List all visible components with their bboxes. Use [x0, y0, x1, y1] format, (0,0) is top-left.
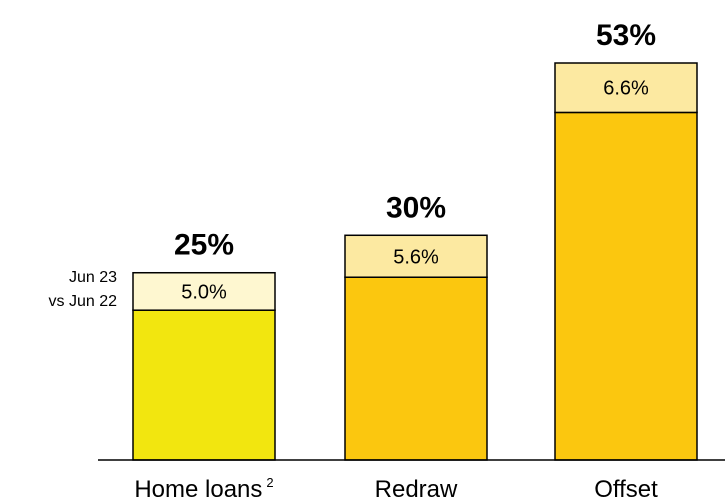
bar-increment-1 [344, 234, 488, 278]
category-label-0: Home loans 2 [134, 475, 273, 502]
category-label-1: Redraw [375, 476, 458, 502]
bar-base-1 [344, 276, 488, 461]
increment-label-1: 5.6% [393, 246, 439, 268]
annotation-line-2: vs Jun 22 [49, 293, 118, 310]
bar-base-0 [132, 309, 276, 461]
labels-group: 5.0% 25% Home loans 2 5.6% 30% Redraw 6.6% 53% Of… [134, 19, 658, 502]
annotation-line-1: Jun 23 [69, 269, 117, 286]
increment-label-2: 6.6% [603, 78, 649, 100]
category-footnote-0: 2 [266, 475, 273, 490]
total-label-1: 30% [386, 191, 446, 224]
total-label-0: 25% [174, 229, 234, 262]
total-label-2: 53% [596, 19, 656, 52]
bar-increment-2 [554, 62, 698, 114]
bar-base-2 [554, 111, 698, 461]
increment-label-0: 5.0% [181, 281, 227, 303]
bars-group [132, 62, 698, 461]
bar-increment-0 [132, 271, 276, 311]
category-label-2: Offset [594, 476, 658, 502]
